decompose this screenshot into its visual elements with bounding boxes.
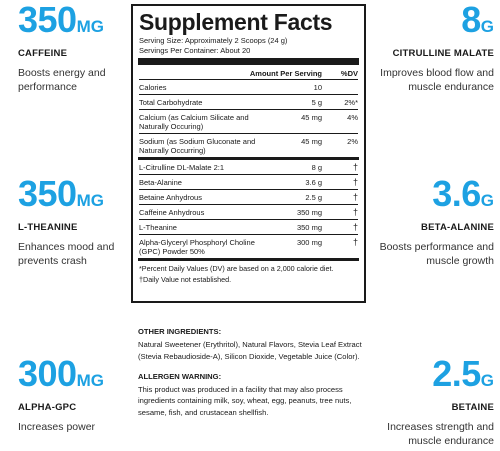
facts-row-name: Betaine Anhydrous	[139, 193, 202, 202]
facts-row-dv: 2%*	[344, 98, 358, 107]
facts-row-name: L-Citrulline DL-Malate 2:1	[139, 163, 225, 172]
facts-row: L-Theanine 350 mg †	[139, 219, 358, 234]
callout-alphagpc: 300MG ALPHA-GPC Increases power	[18, 356, 138, 435]
facts-row: Caffeine Anhydrous 350 mg †	[139, 204, 358, 219]
facts-row-dv: †	[352, 177, 358, 187]
footnote-dagger: †Daily Value not established.	[139, 275, 232, 284]
caffeine-unit: MG	[76, 17, 104, 36]
facts-header-row: Amount Per Serving %DV	[139, 67, 358, 79]
facts-row-dv: †	[352, 222, 358, 232]
betaine-amount: 2.5	[432, 353, 481, 394]
facts-rows-actives: L-Citrulline DL-Malate 2:1 8 g † Beta-Alani…	[139, 160, 358, 258]
betaine-name: BETAINE	[451, 402, 494, 413]
facts-row: Sodium (as Sodium Gluconate and Naturall…	[139, 133, 358, 157]
facts-row: Betaine Anhydrous 2.5 g †	[139, 189, 358, 204]
theanine-desc: Enhances mood and prevents crash	[18, 241, 115, 267]
facts-title: Supplement Facts	[139, 9, 333, 35]
caffeine-amount: 350	[18, 0, 77, 40]
facts-row: L-Citrulline DL-Malate 2:1 8 g †	[139, 160, 358, 174]
facts-row-amount: 45 mg	[301, 113, 322, 122]
footnote-dv: *Percent Daily Values (DV) are based on …	[139, 264, 334, 273]
medium-divider	[138, 258, 359, 261]
citrulline-name: CITRULLINE MALATE	[392, 48, 494, 59]
facts-row-dv: †	[352, 207, 358, 217]
medium-divider	[138, 157, 359, 160]
facts-row-amount: 45 mg	[301, 137, 322, 146]
callout-theanine: 350MG L-THEANINE Enhances mood and preve…	[18, 176, 138, 268]
facts-row-dv	[328, 83, 358, 92]
facts-row-name: Caffeine Anhydrous	[139, 208, 205, 217]
betaalanine-name: BETA-ALANINE	[421, 222, 494, 233]
facts-row: Calories 10	[139, 79, 358, 94]
facts-row-name: Sodium (as Sodium Gluconate and Naturall…	[139, 137, 256, 155]
dv-header: %DV	[340, 68, 358, 78]
facts-row-amount: 350 mg	[296, 223, 322, 232]
betaalanine-unit: G	[480, 191, 494, 210]
alphagpc-name: ALPHA-GPC	[18, 402, 77, 413]
alphagpc-unit: MG	[76, 371, 104, 390]
facts-row-amount: 10	[313, 83, 322, 92]
facts-row-amount: 5 g	[311, 98, 322, 107]
callout-betaine: 2.5G BETAINE Increases strength and musc…	[366, 356, 494, 448]
alphagpc-desc: Increases power	[18, 421, 96, 433]
theanine-unit: MG	[76, 191, 104, 210]
other-ingredients-title: OTHER INGREDIENTS:	[138, 327, 222, 336]
betaalanine-desc: Boosts performance and muscle growth	[379, 241, 494, 267]
citrulline-unit: G	[480, 17, 494, 36]
facts-row: Calcium (as Calcium Silicate and Natural…	[139, 109, 358, 133]
facts-row-amount: 350 mg	[296, 208, 322, 217]
ingredients-block: OTHER INGREDIENTS: Natural Sweetener (Er…	[138, 326, 370, 418]
other-ingredients-text: Natural Sweetener (Erythritol), Natural …	[138, 340, 362, 361]
thick-divider	[138, 58, 359, 65]
facts-row-amount: 2.5 g	[305, 193, 322, 202]
betaalanine-amount: 3.6	[432, 173, 481, 214]
facts-rows-nutrients: Calories 10 Total Carbohydrate 5 g 2%* Calciu…	[139, 79, 358, 157]
facts-row-dv: 2%	[347, 137, 358, 146]
facts-row-name: Total Carbohydrate	[139, 98, 203, 107]
theanine-name: L-THEANINE	[18, 222, 78, 233]
serving-size: Serving Size: Approximately 2 Scoops (24…	[139, 36, 288, 45]
facts-row-dv: †	[352, 162, 358, 172]
caffeine-name: CAFFEINE	[18, 48, 68, 59]
facts-row-dv: †	[352, 237, 358, 247]
facts-row-amount: 8 g	[311, 163, 322, 172]
callout-betaalanine: 3.6G BETA-ALANINE Boosts performance and…	[366, 176, 494, 268]
betaine-unit: G	[480, 371, 494, 390]
citrulline-desc: Improves blood flow and muscle endurance	[380, 67, 494, 93]
caffeine-desc: Boosts energy and performance	[18, 67, 106, 93]
facts-row: Beta-Alanine 3.6 g †	[139, 174, 358, 189]
facts-row-name: Beta-Alanine	[139, 178, 182, 187]
supplement-facts-panel: Supplement Facts Serving Size: Approxima…	[131, 4, 366, 303]
facts-row-name: Calories	[139, 83, 167, 92]
callout-citrulline: 8G CITRULLINE MALATE Improves blood flow…	[366, 2, 494, 94]
amount-header: Amount Per Serving	[249, 68, 322, 78]
facts-row-name: Alpha-Glyceryl Phosphoryl Choline (GPC) …	[139, 238, 255, 256]
allergen-title: ALLERGEN WARNING:	[138, 371, 222, 381]
facts-row-dv: 4%	[347, 113, 358, 122]
betaine-desc: Increases strength and muscle endurance	[387, 421, 494, 447]
facts-row-amount: 300 mg	[296, 238, 322, 247]
theanine-amount: 350	[18, 173, 77, 214]
alphagpc-amount: 300	[18, 353, 77, 394]
allergen-text: This product was produced in a facility …	[138, 385, 352, 417]
callout-caffeine: 350MG CAFFEINE Boosts energy and perform…	[18, 2, 138, 94]
facts-row-dv: †	[352, 192, 358, 202]
facts-row: Total Carbohydrate 5 g 2%*	[139, 94, 358, 109]
facts-row-amount: 3.6 g	[305, 178, 322, 187]
facts-row-name: L-Theanine	[139, 223, 177, 232]
servings-per-container: Servings Per Container: About 20	[139, 46, 251, 55]
facts-row: Alpha-Glyceryl Phosphoryl Choline (GPC) …	[139, 234, 358, 258]
citrulline-amount: 8	[461, 0, 481, 40]
facts-row-name: Calcium (as Calcium Silicate and Natural…	[139, 113, 249, 131]
